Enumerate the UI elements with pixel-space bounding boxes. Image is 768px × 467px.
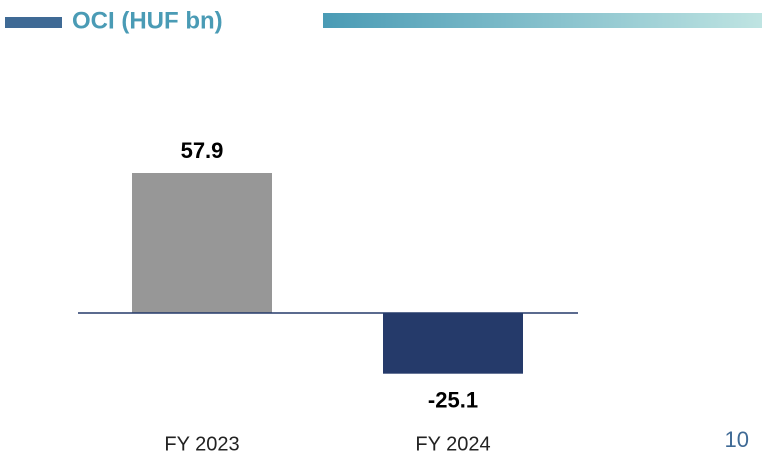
bar xyxy=(383,313,523,374)
value-label: 57.9 xyxy=(181,138,224,163)
header-marker xyxy=(5,17,62,28)
page-number: 10 xyxy=(725,427,749,452)
bar xyxy=(132,173,272,313)
value-label: -25.1 xyxy=(428,388,478,413)
chart-title: OCI (HUF bn) xyxy=(72,7,223,34)
header-bar xyxy=(323,13,762,28)
x-tick-label: FY 2023 xyxy=(164,433,239,455)
x-tick-label: FY 2024 xyxy=(415,433,490,455)
